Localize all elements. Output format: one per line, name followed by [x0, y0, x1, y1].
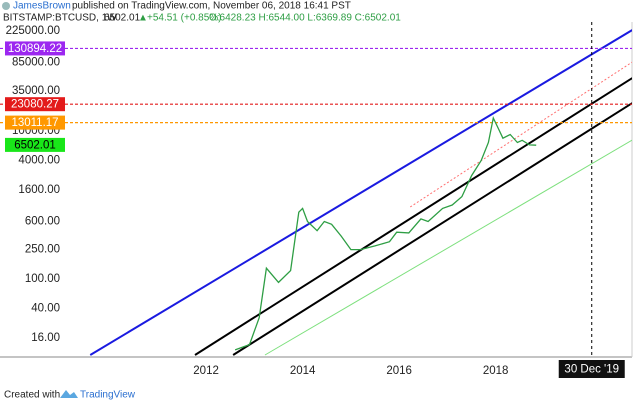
published: published on TradingView.com, November 0…	[72, 1, 351, 12]
y-tick-label: 4000.00	[18, 155, 60, 167]
price-line	[234, 115, 537, 351]
trend-line	[264, 139, 632, 356]
y-tick-label: 1600.00	[18, 184, 60, 196]
avatar	[2, 2, 10, 10]
y-tick-label: 600.00	[25, 215, 60, 227]
y-tick-label: 250.00	[25, 244, 60, 256]
arrow: ▲	[138, 13, 148, 24]
price: 6502.01	[104, 13, 141, 24]
trend-line	[89, 29, 632, 356]
level-label: 23080.27	[11, 99, 59, 111]
level-label-box	[5, 115, 65, 130]
level-label-box	[5, 137, 65, 152]
marker-box	[558, 360, 625, 378]
level-label: 6502.01	[14, 139, 56, 151]
brand[interactable]: TradingView	[80, 390, 136, 401]
x-tick-label: 30 Dec '19	[564, 364, 619, 376]
y-tick-label: 100.00	[25, 273, 60, 285]
brand-logo	[60, 390, 78, 398]
x-tick-label: 2012	[193, 365, 219, 377]
level-label-box	[5, 41, 65, 56]
x-tick-label: 2018	[483, 365, 509, 377]
y-tick-label: 225000.00	[6, 25, 60, 37]
plot-area	[0, 29, 632, 356]
x-tick-label: 2014	[290, 365, 316, 377]
level-label: 13011.17	[11, 117, 58, 129]
change: +54.51 (+0.85%)	[147, 13, 222, 24]
level-label-box	[5, 97, 65, 112]
y-tick-label: 85000.00	[12, 56, 60, 68]
y-tick-label: 40.00	[31, 303, 60, 315]
trend-line	[194, 77, 632, 356]
symbol: BITSTAMP:BTCUSD, 1W	[3, 13, 117, 24]
trend-line	[232, 102, 632, 356]
y-tick-label: 16.00	[31, 332, 60, 344]
ohlc: O:6428.23 H:6544.00 L:6369.89 C:6502.01	[209, 13, 401, 24]
author[interactable]: JamesBrown	[13, 1, 71, 12]
x-tick-label: 2016	[386, 365, 412, 377]
y-tick-label: 35000.00	[12, 85, 60, 97]
level-label: 130894.22	[8, 43, 62, 55]
created-with: Created with	[4, 390, 60, 401]
trend-line	[409, 61, 632, 208]
